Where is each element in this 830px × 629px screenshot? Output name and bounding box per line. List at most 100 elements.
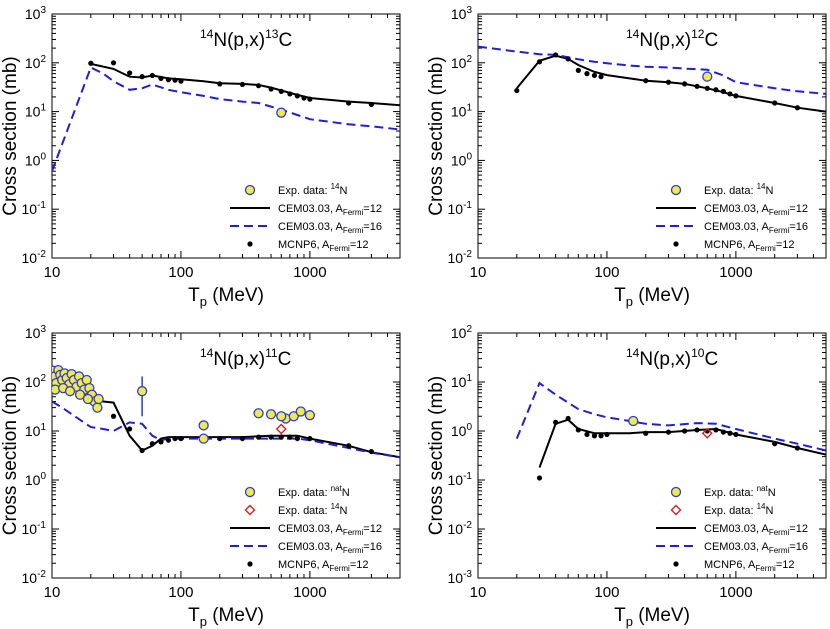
y-tick-exponent: 0 (40, 471, 46, 482)
legend-sub: Fermi (769, 208, 790, 217)
exp-data-point (93, 393, 104, 405)
mcnp6-point (713, 87, 719, 93)
mcnp6-point (172, 435, 178, 442)
y-tick-label: 10-2 (448, 520, 473, 537)
y-tick-base: 10 (451, 152, 467, 168)
x-label-unit: (MeV) (207, 605, 264, 626)
mcnp6-point (514, 87, 520, 94)
x-tick-label: 1000 (293, 264, 326, 281)
legend-sub: Fermi (755, 244, 776, 253)
legend-text: CEM03.03, A (278, 541, 343, 553)
mcnp6-point (110, 60, 117, 66)
x-tick-label: 1000 (293, 584, 326, 601)
chart-title: 14N(p,x)13C (200, 27, 292, 51)
legend-post: =12 (350, 239, 369, 251)
legend-post: =16 (363, 541, 382, 553)
mcnp6-point (178, 435, 184, 442)
mcnp6-point (268, 434, 274, 440)
legend-sup: 14 (757, 182, 766, 191)
plot-frame (477, 332, 827, 579)
mcnp6-point (127, 426, 133, 432)
mcnp6-point (598, 433, 604, 439)
cem-afermi16-line (478, 45, 826, 95)
y-tick-base: 10 (22, 570, 38, 586)
legend-text: MCNP6, A (278, 559, 330, 571)
legend-text: CEM03.03, A (278, 523, 343, 535)
legend-text: CEM03.03, A (278, 221, 343, 233)
legend-label: CEM03.03, AFermi=12 (704, 523, 808, 537)
mcnp6-point (694, 83, 700, 89)
x-label-sub: p (626, 614, 633, 629)
exp-data-point (136, 386, 148, 397)
title-mass-number: 14 (626, 346, 640, 360)
y-axis-label: Cross section (mb) (0, 56, 21, 215)
legend-text: Exp. data: (278, 505, 331, 517)
y-tick-exponent: -2 (463, 520, 472, 531)
mcnp6-point (794, 445, 800, 451)
mcnp6-point (733, 431, 739, 438)
mcnp6-point (172, 77, 178, 83)
mcnp6-point (127, 70, 133, 76)
exp-data-point (288, 411, 299, 422)
legend-label: Exp. data: natN (278, 484, 350, 499)
legend-text: Exp. data: (704, 185, 757, 197)
legend-entry: Exp. data: natN (670, 484, 776, 499)
legend-entry: CEM03.03, AFermi=12 (230, 523, 382, 537)
mcnp6-point (368, 101, 374, 108)
x-label-main: T (188, 605, 200, 626)
title-product: C (704, 349, 718, 370)
legend-text: CEM03.03, A (278, 203, 343, 215)
x-label-unit: (MeV) (207, 285, 264, 306)
y-tick-label: 10-2 (448, 249, 473, 266)
y-tick-label: 10-3 (448, 569, 473, 586)
title-reaction: N(p,x) (639, 30, 691, 51)
mcnp6-point (643, 430, 649, 436)
chart-title: 14N(p,x)12C (626, 27, 718, 51)
legend-post: =12 (363, 203, 382, 215)
y-tick-base: 10 (451, 104, 467, 120)
title-reaction: N(p,x) (639, 349, 691, 370)
legend-label: MCNP6, AFermi=12 (278, 559, 368, 573)
mcnp6-point (553, 419, 559, 425)
legend-entry: CEM03.03, AFermi=12 (656, 203, 808, 217)
y-tick-exponent: -1 (463, 200, 472, 211)
mcnp6-point (346, 443, 352, 449)
exp-data-point (198, 420, 209, 431)
legend-label: Exp. data: 14N (278, 182, 348, 197)
legend-sub: Fermi (329, 564, 350, 573)
y-tick-exponent: 3 (40, 5, 46, 16)
title-reaction: N(p,x) (213, 349, 265, 370)
mcnp6-point (294, 93, 300, 99)
exp-data-point (74, 389, 86, 400)
x-label-sub: p (200, 294, 207, 309)
legend-text: CEM03.03, A (704, 203, 769, 215)
y-tick-label: 10-1 (22, 520, 47, 537)
y-tick-exponent: 0 (40, 151, 46, 162)
legend-entry: CEM03.03, AFermi=16 (656, 221, 808, 235)
legend-entry: CEM03.03, AFermi=16 (230, 221, 382, 235)
mcnp6-point (665, 79, 672, 85)
x-tick-label: 100 (168, 584, 193, 601)
mcnp6-point (565, 56, 571, 62)
y-tick-base: 10 (25, 472, 41, 488)
mcnp6-point (591, 433, 598, 439)
mcnp6-point (604, 431, 610, 438)
legend-post: N (768, 487, 776, 499)
legend-sup: 14 (331, 182, 340, 191)
y-tick-label: 100 (451, 151, 473, 168)
legend-post: =12 (789, 523, 808, 535)
legend-label: CEM03.03, AFermi=16 (704, 221, 808, 235)
legend-entry: Exp. data: 14N (244, 182, 348, 197)
y-tick-exponent: 1 (466, 103, 472, 114)
legend-entry: Exp. data: 14N (670, 502, 774, 517)
legend-text: Exp. data: (278, 487, 331, 499)
title-product-mass: 12 (691, 27, 705, 41)
mcnp6-point (301, 95, 307, 101)
mcnp6-point (239, 435, 246, 442)
y-tick-label: 100 (25, 471, 47, 488)
legend-label: CEM03.03, AFermi=16 (278, 221, 382, 235)
y-tick-exponent: -1 (37, 200, 46, 211)
